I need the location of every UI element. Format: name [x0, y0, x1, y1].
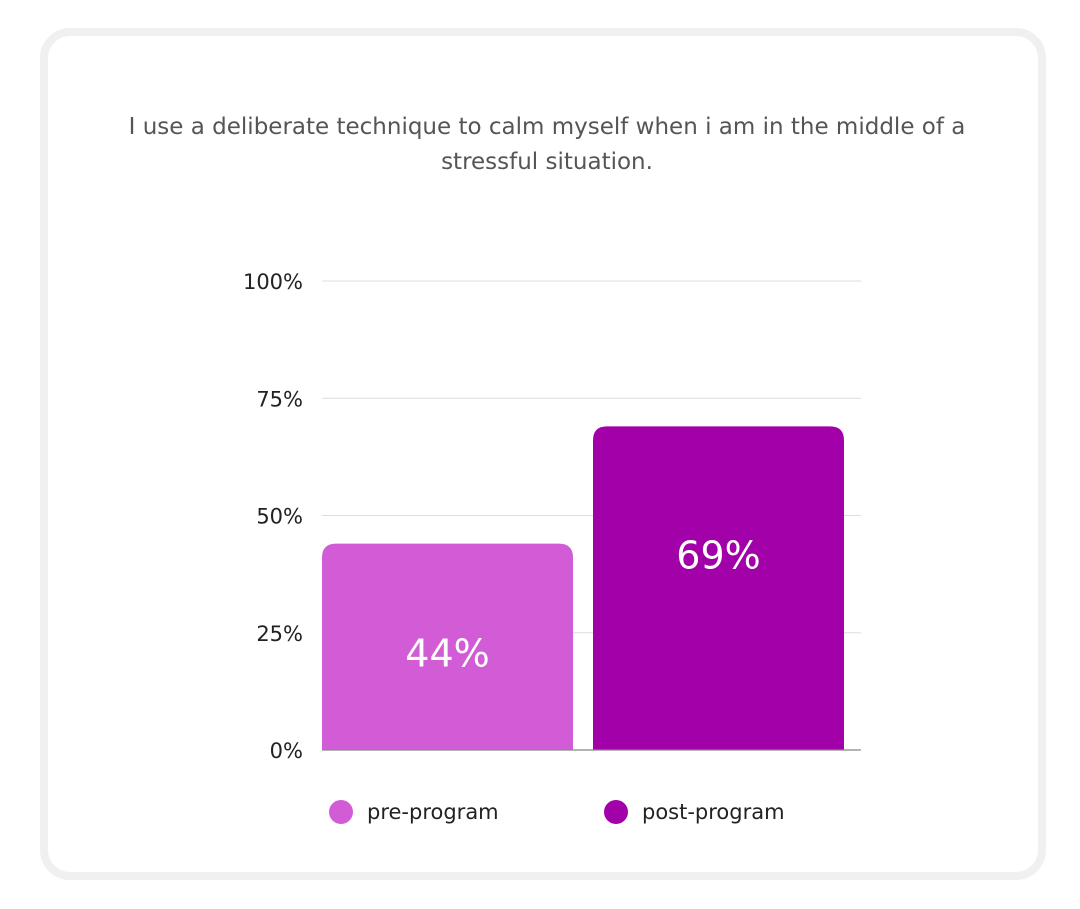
- bar-post-program: [593, 426, 844, 750]
- legend-item-post-program: post-program: [604, 796, 785, 828]
- bar-pre-program: [322, 543, 573, 750]
- legend-label-post-program: post-program: [642, 800, 785, 824]
- legend-item-pre-program: pre-program: [329, 796, 499, 828]
- y-tick-label: 0%: [270, 739, 303, 763]
- y-tick-label: 75%: [256, 387, 303, 411]
- y-tick-label: 50%: [256, 505, 303, 529]
- legend-label-pre-program: pre-program: [367, 800, 499, 824]
- data-label-post-program: 69%: [676, 533, 760, 577]
- y-tick-label: 100%: [243, 270, 303, 294]
- data-label-pre-program: 44%: [405, 632, 489, 676]
- chart-title: I use a deliberate technique to calm mys…: [128, 114, 966, 175]
- legend-swatch-pre-program: [329, 800, 353, 824]
- y-tick-label: 25%: [256, 622, 303, 646]
- legend-swatch-post-program: [604, 800, 628, 824]
